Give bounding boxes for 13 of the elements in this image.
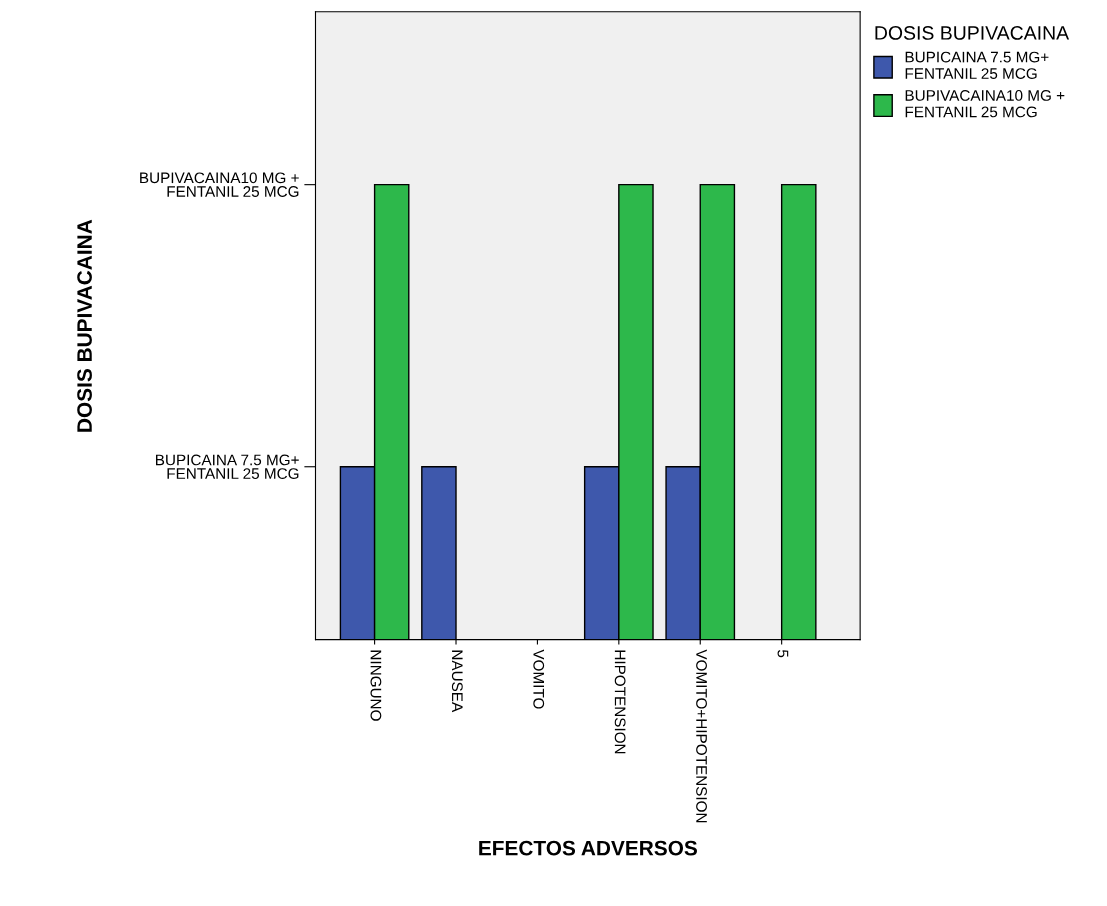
x-axis-title: EFECTOS ADVERSOS xyxy=(479,840,697,856)
legend-label: BUPICAINA 7.5 MG+ FENTANIL 25 MCG xyxy=(905,51,1049,79)
x-tick-label: HIPOTENSION xyxy=(614,650,626,754)
x-tick-label: 5 xyxy=(777,649,789,658)
x-tick-label: VOMITO xyxy=(533,649,545,709)
text: BUPIVACAINA10 MG + FENTANIL 25 MCG xyxy=(140,172,299,197)
legend-label: BUPIVACAINA10 MG + FENTANIL 25 MCG xyxy=(905,90,1065,118)
text: BUPICAINA 7.5 MG+ FENTANIL 25 MCG xyxy=(156,454,299,479)
x-tick-label: NINGUNO xyxy=(370,650,382,721)
legend-title: DOSIS BUPIVACAINA xyxy=(875,26,1070,40)
x-tick-label: NAUSEA xyxy=(451,650,463,713)
text: DOSIS BUPIVACAINA xyxy=(77,219,92,432)
x-tick-label: VOMITO+HIPOTENSION xyxy=(696,649,707,823)
